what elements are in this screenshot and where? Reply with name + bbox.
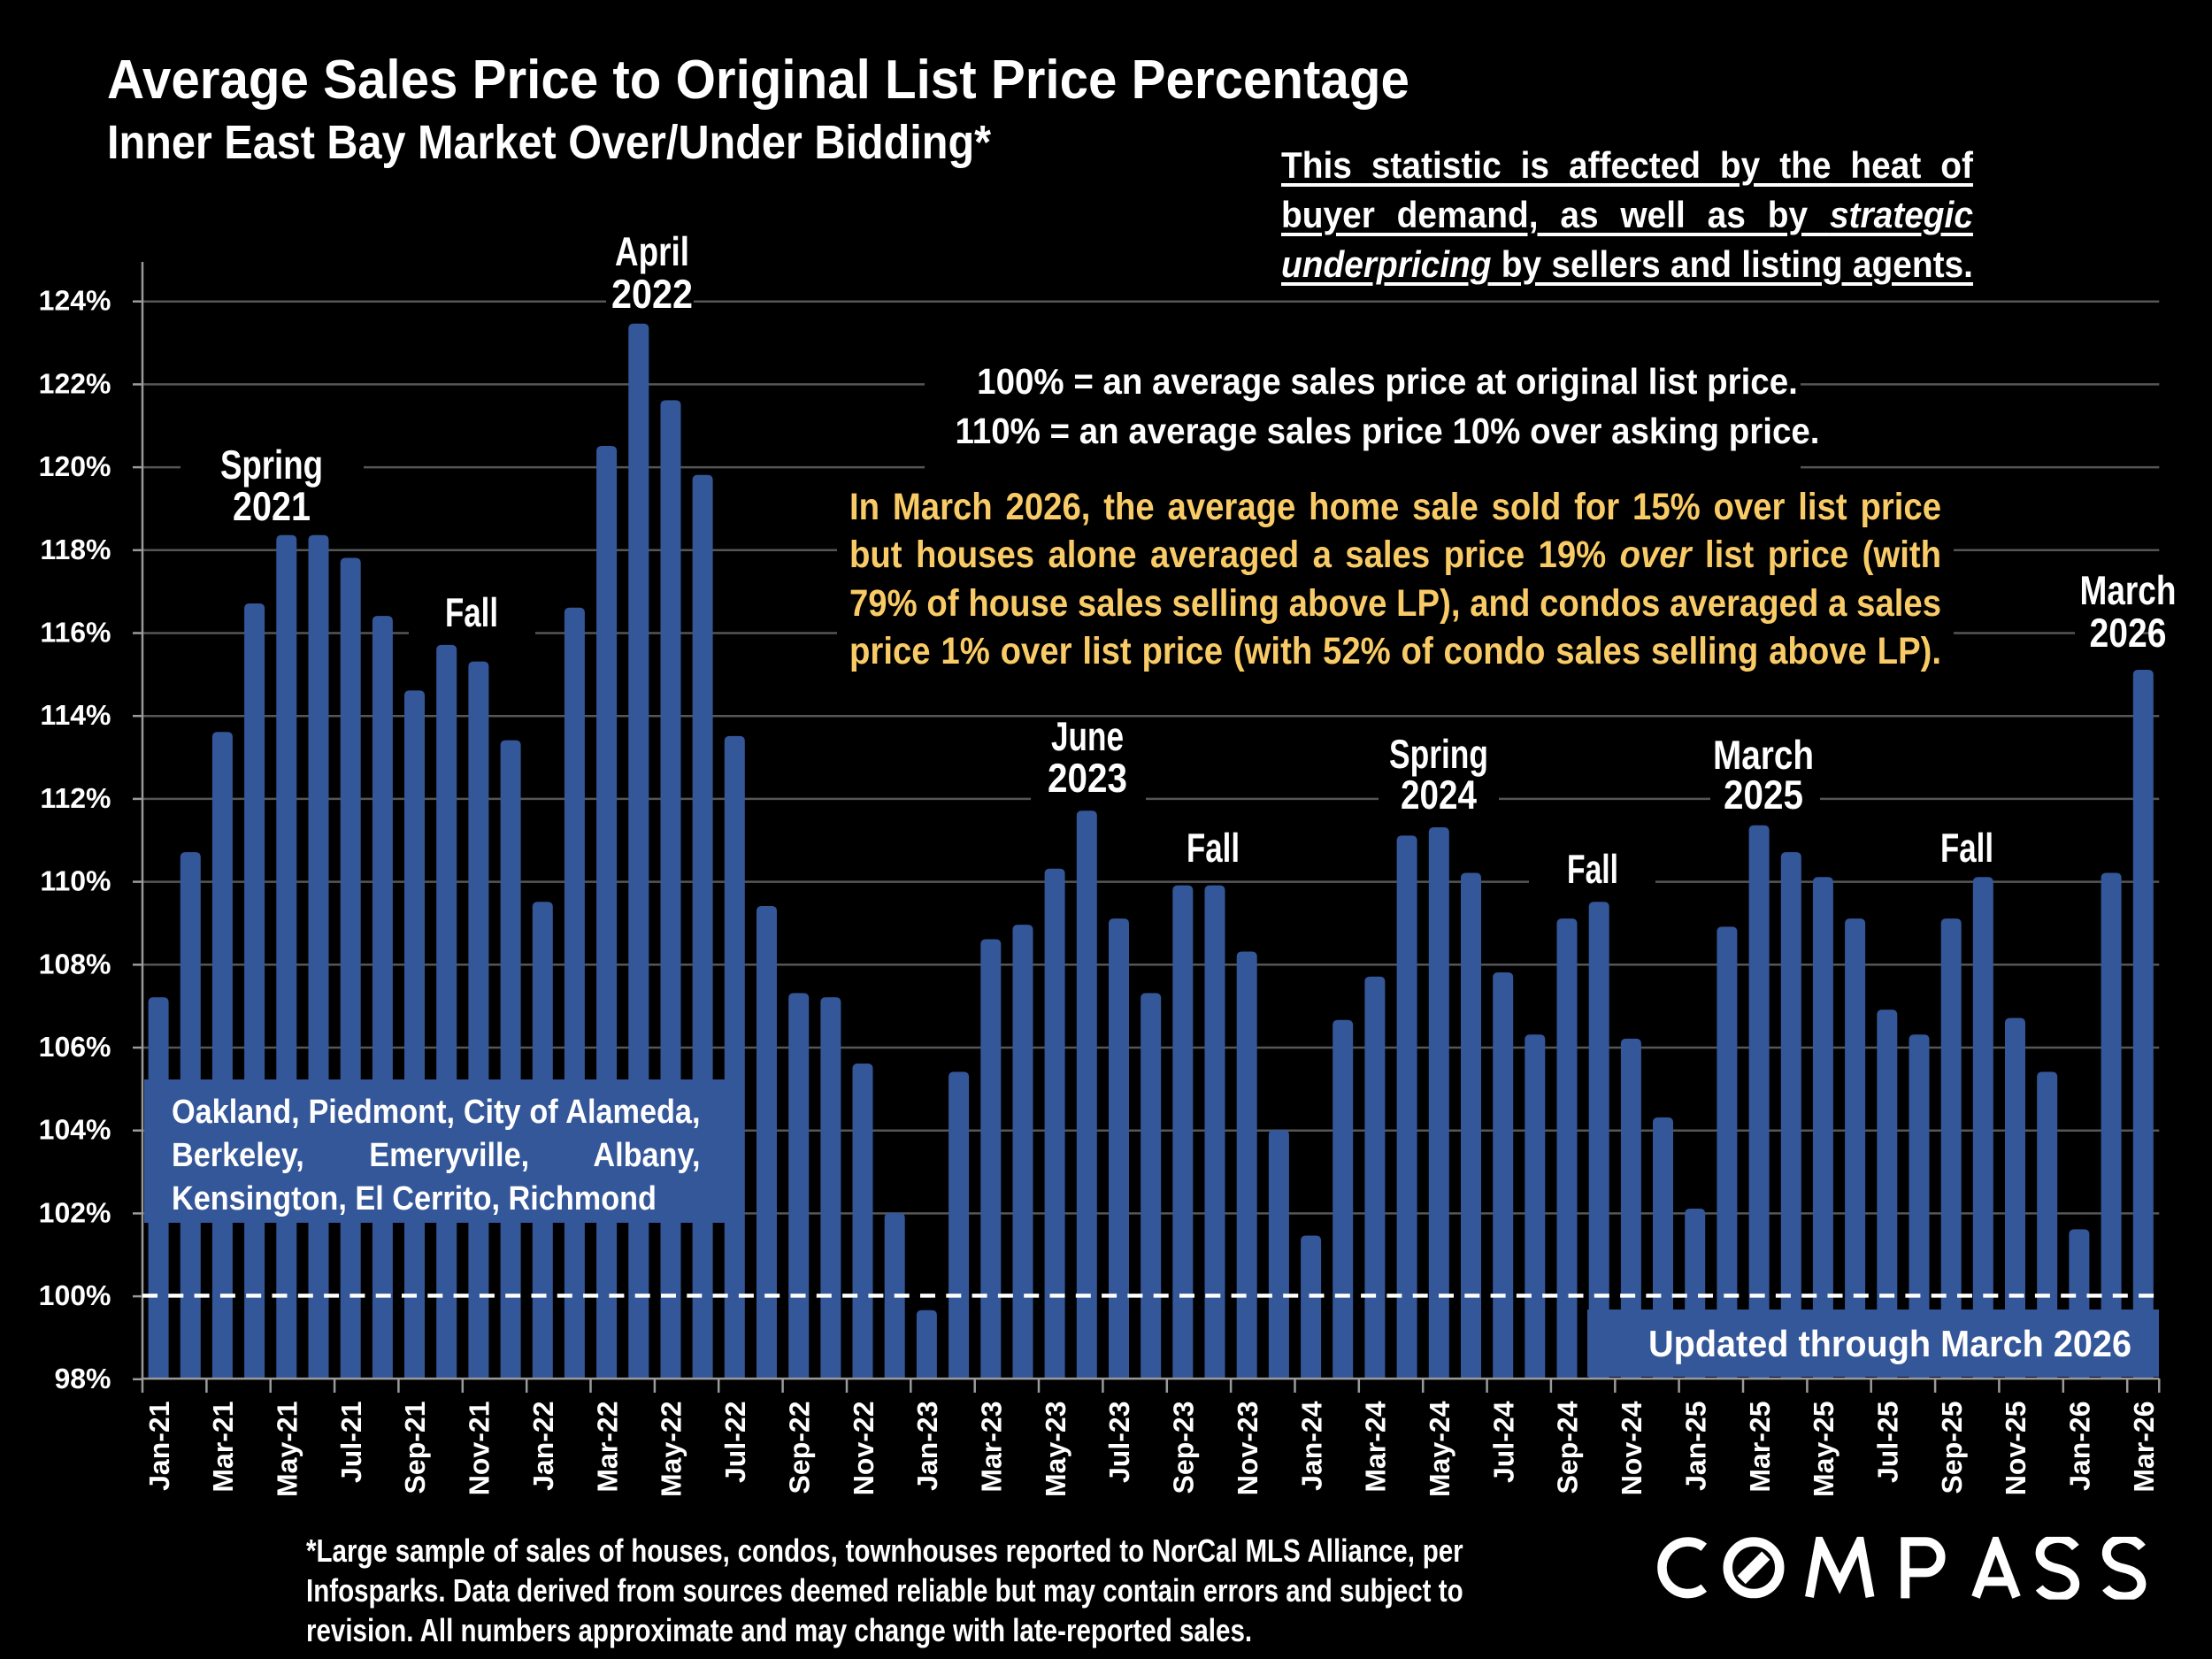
svg-text:2021: 2021 <box>233 483 311 529</box>
svg-text:2024: 2024 <box>1401 772 1477 818</box>
svg-text:98%: 98% <box>54 1363 111 1394</box>
svg-text:112%: 112% <box>40 782 111 814</box>
svg-text:May-25: May-25 <box>1808 1402 1839 1498</box>
svg-text:Mar-25: Mar-25 <box>1744 1402 1776 1493</box>
svg-text:Mar-26: Mar-26 <box>2128 1402 2160 1493</box>
svg-text:Updated through March 2026: Updated through March 2026 <box>1648 1323 2131 1364</box>
svg-text:104%: 104% <box>39 1114 111 1146</box>
svg-text:122%: 122% <box>39 367 111 399</box>
svg-text:Jan-22: Jan-22 <box>527 1402 559 1491</box>
svg-text:Sep-21: Sep-21 <box>399 1402 431 1494</box>
svg-text:Nov-22: Nov-22 <box>848 1402 879 1496</box>
svg-text:Jul-21: Jul-21 <box>335 1402 367 1483</box>
svg-text:120%: 120% <box>39 450 111 482</box>
svg-text:Jan-24: Jan-24 <box>1295 1401 1327 1491</box>
svg-text:Spring: Spring <box>1389 731 1488 777</box>
svg-text:100%: 100% <box>39 1279 111 1311</box>
svg-text:May-22: May-22 <box>656 1402 687 1498</box>
svg-text:May-24: May-24 <box>1424 1401 1455 1497</box>
svg-text:Mar-23: Mar-23 <box>976 1402 1008 1493</box>
svg-text:118%: 118% <box>40 534 111 565</box>
svg-text:Fall: Fall <box>1567 846 1618 892</box>
svg-text:Mar-24: Mar-24 <box>1360 1401 1392 1492</box>
svg-text:Fall: Fall <box>1187 825 1240 871</box>
svg-text:110%: 110% <box>40 865 111 897</box>
svg-text:Jan-23: Jan-23 <box>911 1402 943 1491</box>
svg-text:106%: 106% <box>39 1031 111 1063</box>
svg-text:102%: 102% <box>39 1196 111 1228</box>
svg-text:March: March <box>2080 567 2177 613</box>
svg-text:Jul-25: Jul-25 <box>1872 1402 1904 1483</box>
svg-text:Sep-24: Sep-24 <box>1552 1401 1584 1494</box>
svg-text:124%: 124% <box>39 285 111 317</box>
svg-text:116%: 116% <box>40 617 111 649</box>
svg-text:Nov-24: Nov-24 <box>1616 1401 1647 1495</box>
svg-text:March: March <box>1713 732 1814 778</box>
svg-text:Sep-22: Sep-22 <box>783 1402 815 1494</box>
svg-text:Nov-23: Nov-23 <box>1232 1402 1263 1496</box>
svg-text:June: June <box>1051 713 1124 759</box>
svg-text:Jul-22: Jul-22 <box>719 1402 751 1483</box>
svg-text:2022: 2022 <box>611 271 693 317</box>
svg-text:Jan-25: Jan-25 <box>1679 1402 1711 1491</box>
svg-text:2025: 2025 <box>1724 772 1803 818</box>
svg-text:Nov-25: Nov-25 <box>2000 1402 2032 1496</box>
svg-text:Mar-22: Mar-22 <box>591 1402 623 1493</box>
svg-text:114%: 114% <box>40 699 111 731</box>
svg-text:Jan-21: Jan-21 <box>143 1402 175 1491</box>
svg-text:April: April <box>615 228 689 274</box>
svg-text:Nov-21: Nov-21 <box>464 1402 495 1496</box>
svg-text:2026: 2026 <box>2090 610 2167 656</box>
svg-text:Spring: Spring <box>220 442 323 488</box>
svg-text:108%: 108% <box>39 948 111 979</box>
svg-text:Jan-26: Jan-26 <box>2064 1402 2096 1491</box>
svg-text:Jul-23: Jul-23 <box>1103 1402 1135 1483</box>
svg-text:2023: 2023 <box>1048 755 1127 801</box>
svg-text:Sep-23: Sep-23 <box>1168 1402 1200 1494</box>
svg-text:Fall: Fall <box>445 589 498 635</box>
svg-text:Sep-25: Sep-25 <box>1936 1402 1968 1494</box>
svg-text:Jul-24: Jul-24 <box>1487 1401 1519 1483</box>
svg-text:Mar-21: Mar-21 <box>207 1402 239 1493</box>
svg-text:May-23: May-23 <box>1040 1402 1071 1498</box>
svg-text:May-21: May-21 <box>272 1402 303 1498</box>
svg-text:Fall: Fall <box>1940 825 1993 871</box>
